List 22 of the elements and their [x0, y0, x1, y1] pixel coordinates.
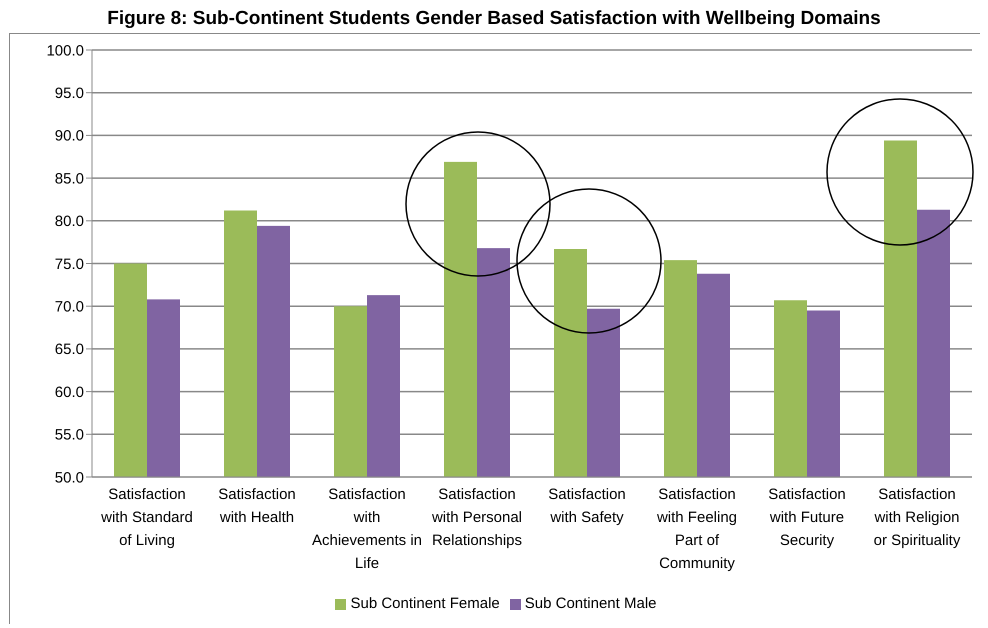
y-tick-label: 75.0 — [54, 256, 84, 273]
x-tick-label: Satisfaction with Achievements in Life — [312, 486, 422, 572]
y-tick-label: 60.0 — [54, 384, 84, 401]
legend-label: Sub Continent Male — [524, 595, 656, 612]
y-tick-label: 100.0 — [46, 42, 84, 60]
y-tick-label: 55.0 — [54, 426, 84, 444]
y-tick-label: 90.0 — [54, 128, 84, 145]
y-tick-label: 80.0 — [54, 213, 84, 230]
y-tick-label: 65.0 — [54, 341, 84, 358]
x-tick-label: Satisfaction with Religion or Spirituality — [873, 486, 961, 549]
x-tick-label: Satisfaction with Health — [218, 486, 296, 526]
y-tick-label: 70.0 — [54, 298, 84, 316]
x-tick-label: Satisfaction with Personal Relationships — [430, 486, 522, 549]
x-tick-label: Satisfaction with Feeling Part of Community — [656, 486, 738, 572]
x-tick-label: Satisfaction with Future Security — [768, 486, 846, 549]
legend-label: Sub Continent Female — [350, 595, 500, 612]
chart-title: Figure 8: Sub-Continent Students Gender Based Satisfaction with Wellbeing Domains — [106, 8, 882, 30]
y-tick-label: 95.0 — [54, 85, 84, 102]
x-tick-label: Satisfaction with Safety — [548, 486, 626, 526]
x-tick-label: Satisfaction with Standard of Living — [100, 486, 193, 549]
y-tick-label: 50.0 — [54, 469, 84, 486]
y-tick-label: 85.0 — [54, 170, 84, 188]
